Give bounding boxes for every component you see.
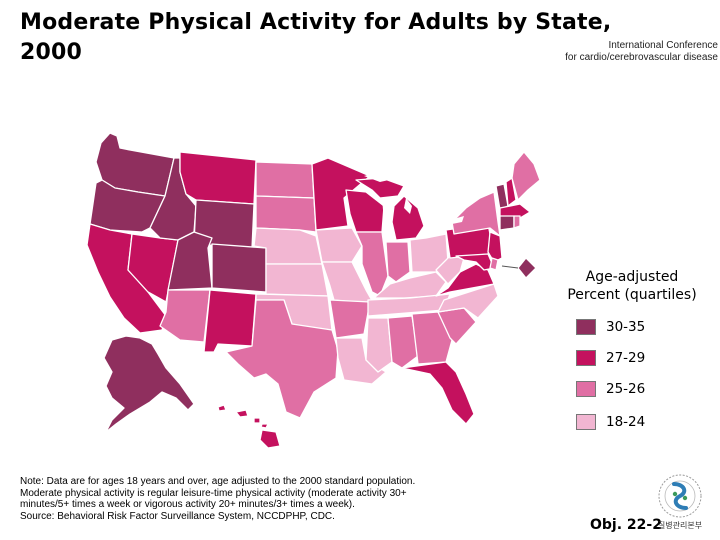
state-md: [455, 253, 495, 271]
conference-caption: International Conference for cardio/cere…: [538, 40, 718, 64]
legend-item-q1: 30-35: [576, 318, 645, 336]
state-ar: [329, 299, 371, 339]
footnote-line-4: Source: Behavioral Risk Factor Surveilla…: [20, 510, 335, 522]
state-la: [335, 337, 387, 385]
state-de: [489, 257, 499, 271]
objective-label: Obj. 22-2: [590, 517, 662, 533]
legend-label-q3: 25-26: [606, 381, 646, 397]
conference-line-1: International Conference: [608, 40, 718, 51]
legend-title-line-2: Percent (quartiles): [567, 287, 697, 303]
state-nd: [255, 161, 315, 199]
state-dc: [517, 257, 537, 279]
footnote-line-2: Moderate physical activity is regular le…: [20, 487, 407, 499]
state-mt: [179, 151, 257, 205]
state-ri: [513, 215, 521, 229]
state-ma: [499, 203, 531, 219]
state-hi: [217, 404, 281, 449]
conference-line-2: for cardio/cerebrovascular disease: [565, 52, 718, 63]
legend-item-q2: 27-29: [576, 349, 645, 367]
footnote: Note: Data are for ages 18 years and ove…: [20, 476, 490, 522]
legend-label-q1: 30-35: [606, 319, 646, 335]
state-fl: [401, 361, 475, 425]
legend-swatch-q3: [576, 381, 596, 397]
state-al: [387, 315, 419, 369]
state-in: [385, 241, 411, 283]
state-az: [159, 289, 211, 343]
state-ga: [411, 311, 453, 365]
legend-swatch-q2: [576, 350, 596, 366]
state-ct: [499, 215, 515, 231]
state-il: [355, 231, 389, 297]
state-ny: [451, 191, 501, 237]
state-ia: [315, 227, 363, 263]
page-title: Moderate Physical Activity for Adults by…: [20, 10, 612, 65]
state-nh: [505, 177, 517, 207]
state-mn: [311, 157, 371, 231]
state-me: [511, 151, 541, 201]
legend-label-q4: 18-24: [606, 414, 646, 430]
state-tx: [225, 299, 339, 419]
state-ms: [365, 317, 393, 373]
legend-title-line-1: Age-adjusted: [585, 269, 679, 285]
logo-caption: 질병관리본부: [658, 520, 702, 530]
kcdc-logo: 질병관리본부: [658, 474, 702, 530]
state-ak: [103, 335, 195, 433]
legend-label-q2: 27-29: [606, 350, 646, 366]
legend-title: Age-adjusted Percent (quartiles): [548, 268, 716, 304]
footnote-line-1: Note: Data are for ages 18 years and ove…: [20, 476, 416, 487]
state-co: [211, 243, 267, 293]
state-ks: [265, 263, 329, 297]
state-sd: [255, 195, 317, 233]
map-legend: Age-adjusted Percent (quartiles) 30-35 2…: [548, 268, 716, 430]
legend-item-q4: 18-24: [576, 413, 645, 431]
state-nm: [203, 289, 257, 353]
footnote-line-3: minutes/5+ times a week or vigorous acti…: [20, 499, 355, 510]
legend-swatch-q4: [576, 414, 596, 430]
legend-item-q3: 25-26: [576, 380, 645, 398]
legend-swatch-q1: [576, 319, 596, 335]
dc-leader-line: [501, 265, 519, 269]
